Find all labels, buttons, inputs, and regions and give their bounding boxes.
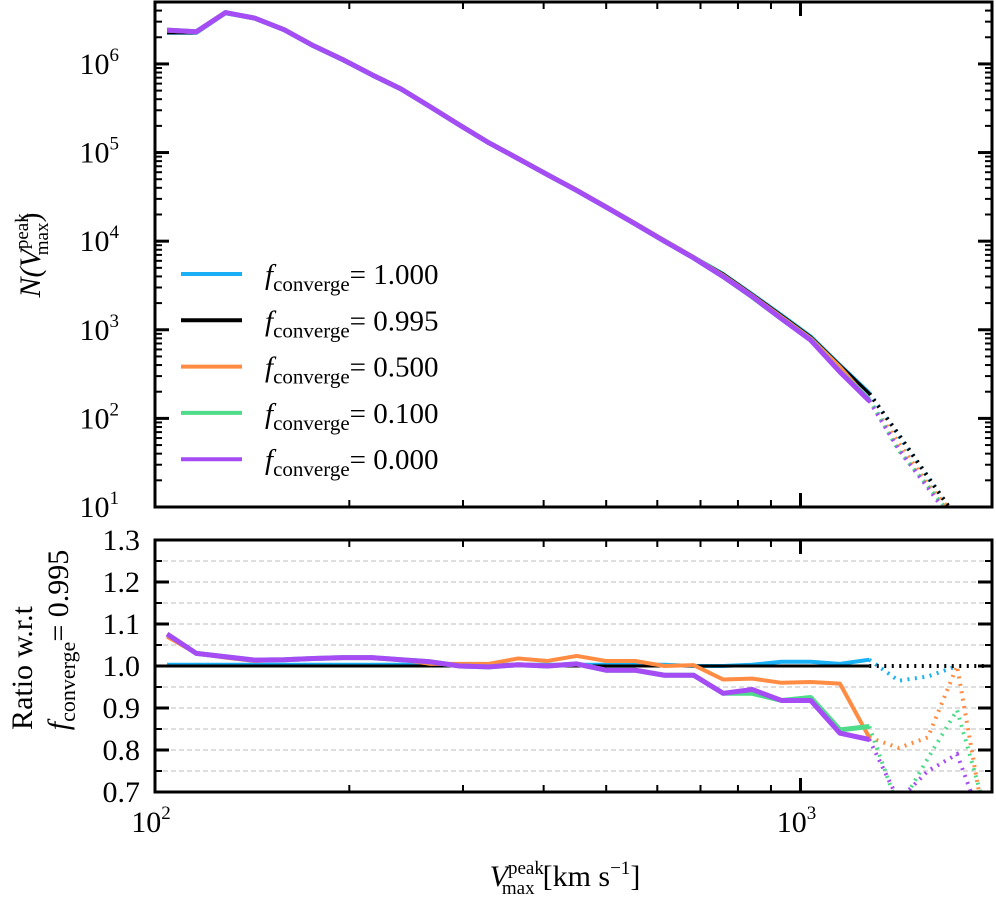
legend-value: = 0.500: [350, 352, 439, 384]
legend-sub: converge: [273, 272, 350, 296]
tick-labels: 102 1031011021031041051060.70.80.91.01.11…: [80, 45, 817, 839]
legend-value: = 0.995: [350, 305, 439, 337]
x-tick-label: 103: [777, 803, 817, 839]
top-y-tick-label: 101: [80, 488, 120, 524]
top-y-tick-exponent: 5: [110, 134, 120, 155]
top-y-tick-exponent: 6: [110, 45, 120, 66]
legend-sub: converge: [273, 318, 350, 342]
top-y-tick-exponent: 3: [110, 311, 120, 332]
top-y-tick-exponent: 1: [110, 488, 120, 509]
legend-entry: fconverge= 0.995: [265, 305, 439, 342]
bottom-y-tick-label: 1.1: [103, 608, 141, 641]
top-y-axis-label: N(Vpeakmax): [12, 213, 53, 299]
top-panel-lines: [166, 10, 952, 507]
top-y-tick-label: 104: [80, 222, 120, 258]
bottom-panel-grid: [155, 560, 992, 772]
ratio-series-0000-solid: [165, 631, 870, 742]
top-y-tick-label: 103: [80, 311, 120, 347]
legend: fconverge= 1.000 fconverge= 0.995 fconverg…: [181, 259, 439, 481]
legend-sub: converge: [273, 365, 350, 389]
ratio-series-1000-dotted: [868, 658, 958, 683]
bottom-y-axis-label-line2: fconverge= 0.995: [42, 550, 80, 731]
legend-sub: converge: [273, 411, 350, 435]
bottom-y-tick-label: 1.0: [103, 650, 141, 683]
x-tick-exponent: 3: [807, 803, 817, 824]
bottom-y-tick-label: 1.3: [103, 524, 141, 557]
top-y-tick-exponent: 4: [110, 222, 120, 243]
bottom-y-tick-label: 0.8: [103, 734, 141, 767]
bottom-y-tick-label: 0.7: [103, 776, 141, 809]
top-y-tick-exponent: 2: [110, 399, 120, 420]
top-series-0500-solid: [166, 10, 871, 402]
legend-entry: fconverge= 0.500: [265, 352, 439, 389]
legend-entry: fconverge= 0.000: [265, 444, 439, 481]
top-series-0000-dotted: [867, 399, 945, 507]
bottom-y-tick-label: 1.2: [103, 566, 141, 599]
top-y-tick-label: 106: [80, 45, 120, 81]
ratio-series-0000-dotted: [867, 738, 974, 792]
top-y-tick-label: 105: [80, 134, 120, 170]
top-y-tick-label: 102: [80, 399, 120, 435]
ratio-series-0100-dotted: [867, 705, 983, 792]
legend-entry: fconverge= 1.000: [265, 259, 439, 296]
x-axis-label: Vpeak max [km s−1]: [490, 858, 641, 899]
x-tick-exponent: 2: [161, 803, 171, 824]
bottom-panel-lines: [165, 631, 987, 792]
top-series-0995-dotted: [867, 392, 952, 507]
legend-sub: converge: [273, 457, 350, 481]
ratio-series-0500-dotted: [868, 658, 982, 792]
legend-value: = 0.000: [350, 444, 439, 476]
bottom-y-tick-label: 0.9: [103, 692, 141, 725]
axes: [153, 0, 994, 794]
top-series-0000-solid: [166, 10, 872, 403]
legend-entry: fconverge= 0.100: [265, 398, 439, 435]
legend-value: = 1.000: [350, 259, 439, 291]
bottom-y-axis-label-line1: Ratio w.r.t: [6, 605, 39, 730]
legend-value: = 0.100: [350, 398, 439, 430]
